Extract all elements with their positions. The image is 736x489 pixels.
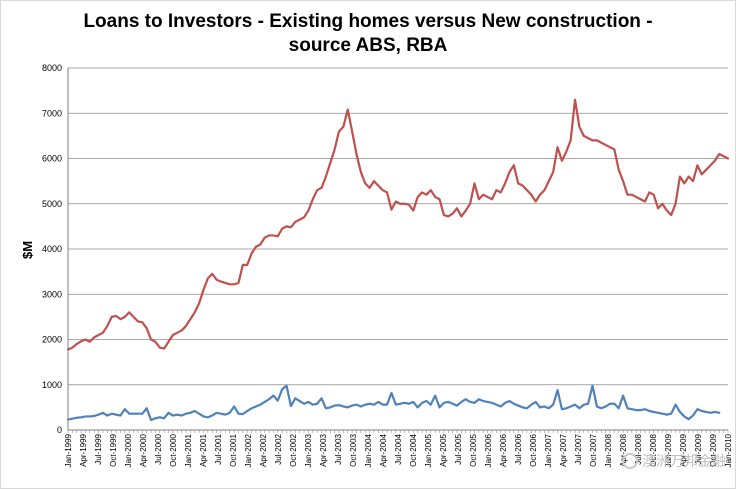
x-tick-label: Oct-2007 bbox=[589, 433, 598, 466]
y-axis-label: $M bbox=[20, 241, 35, 259]
y-tick-label: 0 bbox=[57, 425, 62, 435]
x-tick-label: Apr-2009 bbox=[679, 433, 688, 466]
series-line-red bbox=[66, 98, 730, 351]
x-tick-label: Apr-2001 bbox=[199, 433, 208, 466]
x-tick-label: Jul-2002 bbox=[274, 433, 283, 464]
x-tick-label: Apr-2003 bbox=[319, 433, 328, 466]
x-tick-label: Jan-2007 bbox=[544, 433, 553, 467]
watermark: 澳洲万邦金融 bbox=[622, 451, 726, 471]
watermark-logo-icon bbox=[622, 453, 638, 469]
chart-title: Loans to Investors - Existing homes vers… bbox=[83, 11, 653, 56]
y-tick-labels: 0 1000 2000 3000 4000 5000 6000 7000 8000 bbox=[42, 63, 62, 435]
x-tick-label: Apr-1999 bbox=[79, 433, 88, 466]
x-tick-label: Oct-2009 bbox=[709, 433, 718, 466]
y-tick-label: 6000 bbox=[42, 154, 62, 164]
x-tick-label: Jan-2005 bbox=[424, 433, 433, 467]
x-tick-label: Jan-2006 bbox=[484, 433, 493, 467]
x-tick-label: Jan-2000 bbox=[124, 433, 133, 467]
y-tick-label: 3000 bbox=[42, 289, 62, 299]
x-tick-label: Jan-2004 bbox=[364, 433, 373, 467]
x-tick-label: Oct-2005 bbox=[469, 433, 478, 466]
x-tick-label: Jul-2001 bbox=[214, 433, 223, 464]
x-tick-label: Oct-2008 bbox=[649, 433, 658, 466]
x-tick-label: Oct-1999 bbox=[109, 433, 118, 466]
series-line-blue bbox=[66, 384, 721, 422]
x-tick-label: Jul-2004 bbox=[394, 433, 403, 464]
x-tick-label: Apr-2000 bbox=[139, 433, 148, 466]
y-tick-label: 2000 bbox=[42, 335, 62, 345]
x-tick-label: Oct-2000 bbox=[169, 433, 178, 466]
x-tick-label: Oct-2004 bbox=[409, 433, 418, 466]
gridlines bbox=[68, 67, 728, 386]
x-tick-label: Jul-2003 bbox=[334, 433, 343, 464]
x-tick-label: Apr-2008 bbox=[619, 433, 628, 466]
x-tick-label: Jul-2009 bbox=[694, 433, 703, 464]
x-tick-label: Jul-2006 bbox=[514, 433, 523, 464]
y-tick-label: 1000 bbox=[42, 380, 62, 390]
y-tick-label: 7000 bbox=[42, 108, 62, 118]
y-tick-label: 4000 bbox=[42, 244, 62, 254]
x-tick-label: Jan-2001 bbox=[184, 433, 193, 467]
x-tick-label: Jul-1999 bbox=[94, 433, 103, 464]
x-tick-labels: Jan-1999 Apr-1999 Jul-1999 Oct-1999 Jan-2000… bbox=[64, 433, 733, 467]
x-tick-label: Oct-2006 bbox=[529, 433, 538, 466]
x-tick-label: Oct-2003 bbox=[349, 433, 358, 466]
x-tick-label: Apr-2005 bbox=[439, 433, 448, 466]
x-tick-label: Jan-2003 bbox=[304, 433, 313, 467]
x-tick-label: Jul-2008 bbox=[634, 433, 643, 464]
x-tick-label: Jan-2010 bbox=[724, 433, 733, 467]
x-tick-label: Jan-2008 bbox=[604, 433, 613, 467]
x-tick-label: Jan-2009 bbox=[664, 433, 673, 467]
x-tick-label: Jan-1999 bbox=[64, 433, 73, 467]
x-tick-label: Jul-2000 bbox=[154, 433, 163, 464]
axes bbox=[67, 68, 729, 433]
x-tick-label: Apr-2006 bbox=[499, 433, 508, 466]
watermark-text: 澳洲万邦金融 bbox=[642, 454, 726, 470]
x-tick-label: Jul-2007 bbox=[574, 433, 583, 464]
x-tick-label: Apr-2004 bbox=[379, 433, 388, 466]
x-tick-label: Apr-2007 bbox=[559, 433, 568, 466]
series-lines bbox=[66, 98, 730, 422]
y-tick-label: 5000 bbox=[42, 199, 62, 209]
x-tick-label: Apr-2002 bbox=[259, 433, 268, 466]
x-tick-label: Jul-2005 bbox=[454, 433, 463, 464]
y-tick-label: 8000 bbox=[42, 63, 62, 73]
x-tick-label: Oct-2002 bbox=[289, 433, 298, 466]
x-tick-label: Oct-2001 bbox=[229, 433, 238, 466]
x-tick-label: Jan-2002 bbox=[244, 433, 253, 467]
